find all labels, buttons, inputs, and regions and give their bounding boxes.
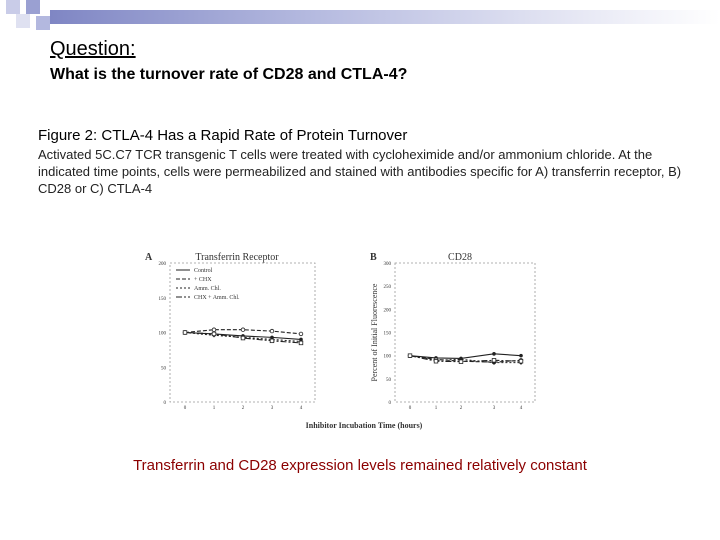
- x-tick-label: 4: [520, 406, 523, 411]
- y-tick-label: 150: [159, 297, 167, 302]
- figure-caption: Activated 5C.C7 TCR transgenic T cells w…: [38, 147, 682, 196]
- data-point: [298, 340, 304, 346]
- panel-label: B: [370, 252, 377, 263]
- slide-banner: [0, 0, 720, 36]
- series-line: [184, 329, 302, 335]
- series-line: [409, 355, 522, 363]
- banner-square: [26, 0, 40, 14]
- y-tick-label: 0: [389, 401, 392, 406]
- x-tick-label: 4: [300, 406, 303, 411]
- legend-label: Control: [194, 268, 213, 274]
- banner-gradient: [50, 10, 720, 24]
- data-point: [491, 358, 497, 363]
- data-point: [433, 359, 439, 364]
- series-line: [409, 353, 522, 359]
- data-point: [240, 327, 246, 332]
- data-point: [269, 328, 275, 334]
- x-tick-label: 1: [435, 406, 438, 411]
- x-tick-label: 0: [409, 406, 412, 411]
- series-line: [184, 331, 302, 343]
- panel-title: CD28: [448, 252, 472, 263]
- data-point: [458, 359, 464, 364]
- x-tick-label: 2: [242, 406, 245, 411]
- y-tick-label: 50: [386, 378, 392, 383]
- legend-label: + CHX: [194, 277, 212, 283]
- plot-frame: [169, 262, 316, 403]
- panel-label: A: [145, 252, 153, 263]
- plot-frame: [394, 262, 536, 403]
- series-line: [184, 331, 302, 344]
- y-tick-label: 150: [384, 332, 392, 337]
- x-axis-label: Inhibitor Incubation Time (hours): [306, 421, 423, 430]
- y-tick-label: 50: [161, 366, 167, 371]
- data-point: [182, 330, 188, 335]
- x-tick-label: 2: [460, 406, 463, 411]
- banner-square: [36, 16, 50, 30]
- x-tick-label: 0: [184, 406, 187, 411]
- data-point: [269, 338, 275, 344]
- x-tick-label: 3: [493, 406, 496, 411]
- legend-label: Amm. Chl.: [194, 286, 221, 292]
- data-point: [211, 331, 217, 337]
- question-text: What is the turnover rate of CD28 and CT…: [50, 66, 408, 83]
- question-label: Question:: [50, 38, 136, 60]
- y-tick-label: 300: [384, 262, 392, 267]
- y-tick-label: 100: [384, 355, 392, 360]
- y-tick-label: 250: [384, 285, 392, 290]
- y-tick-label: 200: [384, 308, 392, 313]
- figure-title: Figure 2: CTLA-4 Has a Rapid Rate of Pro…: [38, 127, 408, 144]
- data-point: [298, 331, 304, 337]
- y-tick-label: 0: [164, 401, 167, 406]
- data-point: [240, 335, 246, 341]
- x-tick-label: 3: [271, 406, 274, 411]
- data-point: [211, 327, 217, 332]
- banner-square: [16, 14, 30, 28]
- y-tick-label: 100: [159, 332, 167, 337]
- data-point: [407, 353, 413, 358]
- y-axis-label: Percent of Initial Fluorescence: [370, 283, 379, 381]
- x-tick-label: 1: [213, 406, 216, 411]
- conclusion-text: Transferrin and CD28 expression levels r…: [133, 457, 587, 474]
- data-point: [519, 353, 523, 358]
- series-line: [409, 355, 521, 364]
- panel-title: Transferrin Receptor: [195, 252, 279, 263]
- y-tick-label: 200: [159, 262, 167, 267]
- data-point: [518, 359, 524, 364]
- data-point: [492, 352, 496, 356]
- legend-label: CHX + Amm. Chl.: [194, 295, 240, 301]
- banner-square: [6, 0, 20, 14]
